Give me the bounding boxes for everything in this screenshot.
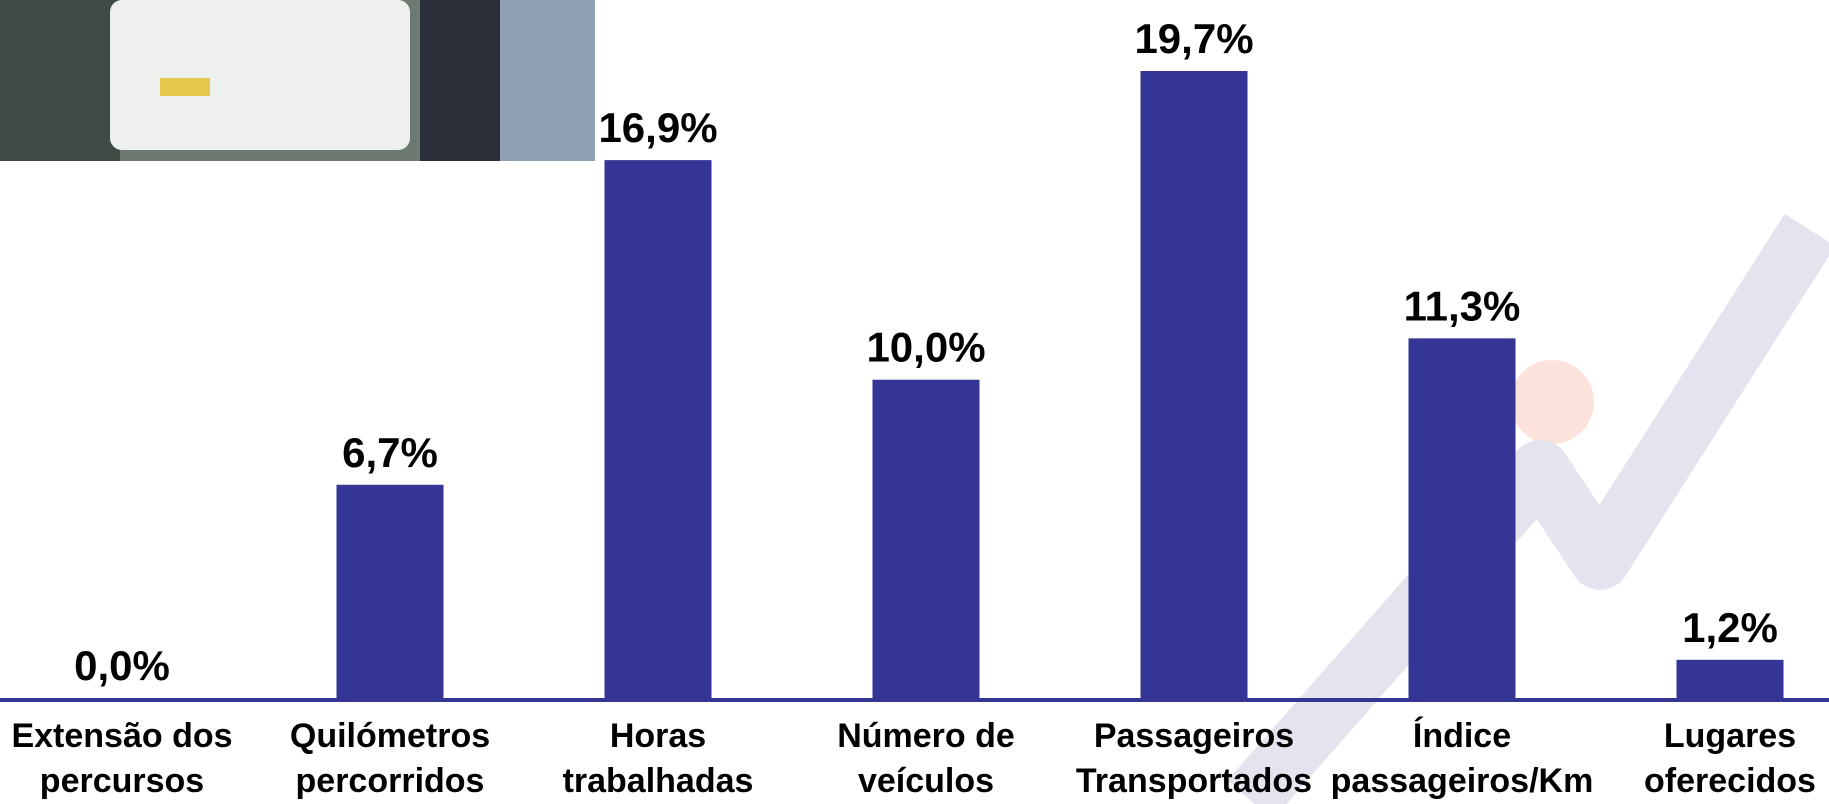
bar — [1408, 338, 1516, 698]
x-tick-label: Quilómetros — [290, 717, 490, 755]
x-tick-label: percursos — [40, 762, 204, 800]
bar — [1676, 659, 1784, 698]
value-label: 1,2% — [1682, 604, 1778, 651]
value-label: 16,9% — [598, 104, 717, 151]
x-tick-label: Lugares — [1664, 717, 1796, 755]
value-label: 6,7% — [342, 429, 438, 476]
bar — [872, 379, 980, 698]
value-label: 0,0% — [74, 642, 170, 689]
x-tick-label: passageiros/Km — [1331, 762, 1594, 800]
x-tick-label: percorridos — [296, 762, 485, 800]
photo — [0, 0, 595, 161]
bar — [336, 484, 444, 698]
bar — [604, 160, 712, 698]
value-label: 19,7% — [1134, 15, 1253, 62]
x-tick-label: Passageiros — [1094, 717, 1294, 755]
x-tick-label: veículos — [858, 762, 994, 800]
value-label: 10,0% — [866, 324, 985, 371]
x-tick-label: Extensão dos — [11, 717, 232, 755]
x-tick-label: trabalhadas — [563, 762, 754, 800]
x-tick-label: Índice — [1413, 717, 1511, 755]
value-label: 11,3% — [1404, 282, 1521, 329]
bar — [1140, 71, 1248, 698]
x-tick-label: Número de — [837, 717, 1015, 755]
x-tick-label: Transportados — [1076, 762, 1312, 800]
x-tick-label: Horas — [610, 717, 706, 755]
x-tick-label: oferecidos — [1644, 762, 1816, 800]
background-decoration — [1227, 213, 1829, 804]
